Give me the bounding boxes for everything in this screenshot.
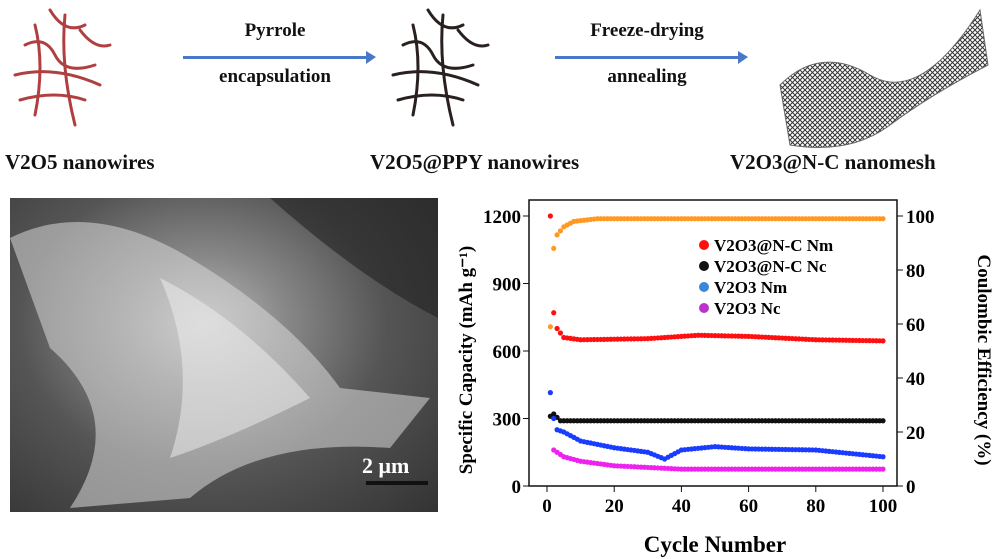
data-point-coulombic-efficiency xyxy=(551,245,557,251)
data-point-v2o3-n-c-nm xyxy=(554,325,560,332)
arrow-2-label-line1: Freeze-drying xyxy=(590,20,704,41)
scale-bar xyxy=(366,481,428,485)
v2o5-nanowires-illustration xyxy=(13,8,112,127)
v2o3-nc-nanomesh-label: V2O3@N-C nanomesh xyxy=(730,150,936,174)
process-arrow-2 xyxy=(555,51,748,64)
y2-tick-label: 40 xyxy=(906,369,925,390)
data-point-v2o3-nm xyxy=(547,390,553,396)
nanomesh-illustration xyxy=(779,8,989,148)
x-tick-label: 60 xyxy=(739,496,758,517)
y2-tick-label: 100 xyxy=(906,207,935,228)
data-point-coulombic-efficiency xyxy=(554,232,560,238)
scale-bar-label: 2 μm xyxy=(362,453,410,478)
arrow-1-label-line1: Pyrrole xyxy=(244,20,306,41)
data-point-v2o3-nm xyxy=(551,415,557,422)
sem-texture xyxy=(10,198,438,508)
legend-label: V2O3@N-C Nc xyxy=(714,257,827,276)
y-axis-label: Specific Capacity (mAh g⁻¹) xyxy=(456,246,477,474)
x-tick-label: 20 xyxy=(605,496,624,517)
y-tick-label: 300 xyxy=(493,410,522,431)
y-tick-label: 1200 xyxy=(483,207,521,228)
v2o5-nanowires-label: V2O5 nanowires xyxy=(5,150,155,174)
y2-axis-label: Coulombic Efficiency (%) xyxy=(973,254,994,465)
sem-image: 2 μm xyxy=(10,198,438,512)
y-tick-label: 600 xyxy=(493,342,522,363)
legend-marker xyxy=(699,261,709,271)
data-point-v2o3-nc xyxy=(880,466,886,472)
y-tick-label: 0 xyxy=(512,477,522,498)
y2-tick-label: 0 xyxy=(906,477,916,498)
legend-label: V2O3@N-C Nm xyxy=(714,236,833,255)
v2o5-ppy-nanowires-label: V2O5@PPY nanowires xyxy=(370,150,580,174)
arrow-1-label-line2: encapsulation xyxy=(219,66,331,87)
y2-tick-label: 80 xyxy=(906,261,925,282)
data-point-coulombic-efficiency xyxy=(880,216,886,222)
legend-label: V2O3 Nm xyxy=(714,278,787,297)
data-point-coulombic-efficiency xyxy=(557,228,564,234)
x-tick-label: 40 xyxy=(672,496,691,517)
data-point-v2o3-n-c-nc xyxy=(880,418,886,424)
legend-marker xyxy=(699,303,709,313)
y2-tick-label: 60 xyxy=(906,315,925,336)
legend-marker xyxy=(699,240,709,250)
x-axis-label: Cycle Number xyxy=(644,532,786,557)
plot-frame xyxy=(528,199,898,487)
y2-tick-label: 20 xyxy=(906,423,925,444)
data-point-v2o3-n-c-nc xyxy=(551,411,557,417)
x-tick-label: 80 xyxy=(806,496,825,517)
v2o5-ppy-nanowires-illustration xyxy=(391,8,490,127)
process-arrow-1 xyxy=(183,51,376,64)
data-point-v2o3-nm xyxy=(880,454,886,460)
x-tick-label: 0 xyxy=(542,496,552,517)
arrow-2-label-line2: annealing xyxy=(607,66,687,87)
data-point-v2o3-n-c-nm xyxy=(880,338,886,344)
x-tick-label: 100 xyxy=(869,496,898,517)
data-point-v2o3-n-c-nm xyxy=(557,330,564,336)
cycling-chart: 0 20 40 60 80 100 0 300 600 900 1200 0 20 40 60 80 100 V… xyxy=(456,199,994,557)
legend-label: V2O3 Nc xyxy=(714,299,781,318)
data-point-coulombic-efficiency xyxy=(547,324,553,330)
data-point-v2o3-n-c-nm xyxy=(551,310,557,316)
legend-marker xyxy=(699,282,709,292)
y-tick-label: 900 xyxy=(493,275,522,296)
data-point-v2o3-n-c-nm xyxy=(547,213,553,219)
